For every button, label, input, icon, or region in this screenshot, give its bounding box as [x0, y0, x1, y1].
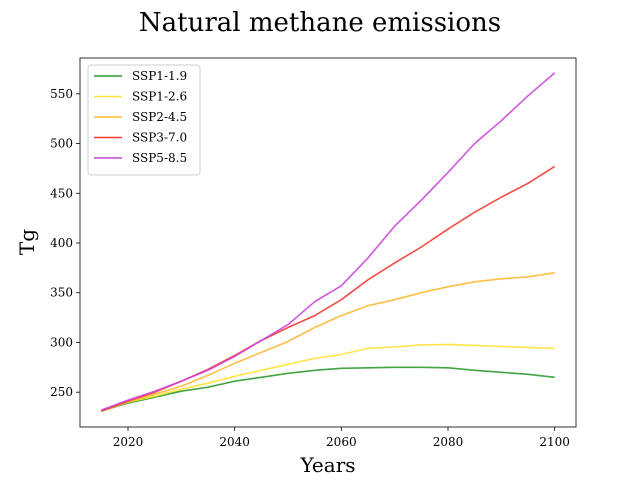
y-tick-label: 550	[50, 87, 73, 101]
y-tick-label: 250	[50, 385, 73, 399]
x-tick-label: 2060	[326, 435, 357, 449]
y-tick-label: 350	[50, 286, 73, 300]
legend-label: SSP2-4.5	[132, 110, 187, 124]
legend-label: SSP3-7.0	[132, 131, 187, 145]
x-axis: 2020 2040 2060 2080 2100	[113, 427, 570, 449]
legend-items: SSP1-1.9 SSP1-2.6 SSP2-4.5 SSP3-7.0 SSP5-8.5	[94, 69, 187, 165]
legend-label: SSP5-8.5	[132, 151, 187, 165]
legend: SSP1-1.9 SSP1-2.6 SSP2-4.5 SSP3-7.0 SSP5-8.5	[87, 64, 201, 176]
legend-label: SSP1-1.9	[132, 69, 187, 83]
series-line-ssp2-4-5	[101, 272, 555, 412]
series-line-ssp5-8-5	[101, 72, 556, 411]
y-axis: 250 300 350 400 450 500 550	[50, 87, 80, 399]
chart-title: Natural methane emissions	[139, 8, 501, 38]
y-tick-label: 400	[50, 236, 73, 250]
y-tick-label: 450	[50, 186, 73, 200]
legend-label: SSP1-2.6	[132, 90, 187, 104]
x-axis-label: Years	[299, 453, 355, 477]
series-layer	[101, 72, 556, 412]
x-tick-label: 2020	[113, 435, 144, 449]
x-tick-label: 2100	[539, 435, 570, 449]
x-tick-label: 2040	[219, 435, 250, 449]
x-tick-label: 2080	[433, 435, 464, 449]
series-line-ssp1-1-9	[101, 366, 555, 412]
y-tick-label: 500	[50, 137, 73, 151]
legend-box	[87, 64, 201, 176]
series-line-ssp1-2-6	[101, 343, 555, 412]
y-axis-label: Tg	[15, 229, 39, 255]
y-tick-label: 300	[50, 335, 73, 349]
